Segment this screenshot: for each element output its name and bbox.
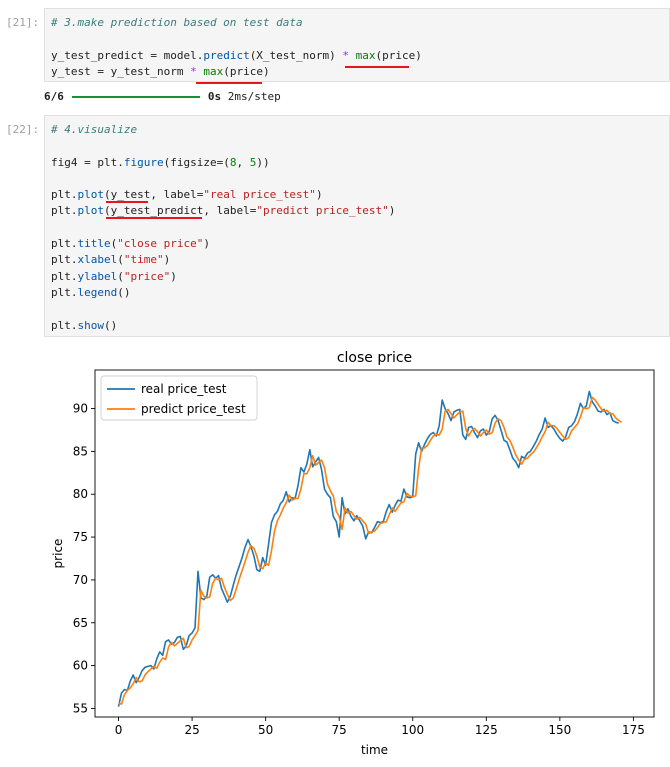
series-line-real — [117, 390, 619, 707]
chart-title: close price — [337, 350, 412, 366]
red-underline — [196, 82, 262, 84]
line-chart: 0 25 50 75 100 125 150 175 55 60 65 70 75 80 85 90 close… — [51, 350, 655, 757]
code-token: () — [104, 318, 118, 332]
code-token: ylabel — [77, 269, 118, 283]
code-token: ( — [117, 253, 124, 267]
code-token: ) — [388, 204, 396, 218]
code-token: "time" — [123, 253, 164, 267]
code-token — [349, 49, 356, 62]
code-token: (price) — [375, 48, 422, 62]
code-token: plt. — [51, 253, 78, 267]
code-token: plt. — [51, 318, 78, 332]
code-token: fig4 = plt. — [51, 155, 124, 169]
code-token: max — [203, 64, 224, 78]
code-comment: # 4.visualize — [51, 123, 138, 136]
x-tick-label: 50 — [258, 723, 273, 737]
code-text: # 4.visualize fig4 = plt.figure(figsize=… — [51, 122, 663, 334]
y-axis-label: price — [51, 539, 65, 569]
progress-bar — [71, 96, 200, 98]
legend-box — [100, 375, 258, 421]
progress-output: 6/6 0s 2ms/step — [44, 90, 281, 103]
y-tick-label: 90 — [73, 402, 88, 416]
x-tick-label: 175 — [622, 723, 645, 737]
code-text: # 3.make prediction based on test data y… — [51, 15, 663, 80]
x-tick-label: 100 — [401, 723, 424, 737]
code-token: plot — [77, 204, 105, 218]
y-tick-label: 75 — [73, 530, 88, 544]
code-token: ) — [203, 237, 210, 251]
code-token: )) — [256, 155, 270, 169]
code-token: "real price_test" — [203, 188, 316, 202]
code-token: max — [355, 48, 376, 62]
x-tick-label: 125 — [475, 723, 498, 737]
x-tick-label: 25 — [184, 723, 199, 737]
x-tick-label: 75 — [332, 723, 347, 737]
code-token: (figsize=( — [163, 155, 230, 169]
code-token: (y_test_predict, label= — [104, 204, 257, 218]
code-token: ) — [163, 253, 171, 267]
code-cell-21[interactable]: [21]: # 3.make prediction based on test … — [0, 8, 670, 113]
code-token: 5 — [249, 155, 257, 169]
code-token: * — [190, 64, 197, 78]
code-token: predict — [203, 48, 250, 62]
code-input-21[interactable]: # 3.make prediction based on test data y… — [44, 8, 670, 82]
code-token: , — [236, 155, 250, 169]
y-tick-label: 80 — [73, 487, 88, 501]
code-token: ( — [117, 269, 124, 283]
code-token: show — [77, 318, 105, 332]
code-token: 8 — [229, 155, 237, 169]
x-tick-label: 0 — [115, 723, 123, 737]
code-token: ) — [170, 269, 177, 283]
step-rate: 2ms/step — [227, 90, 281, 103]
x-tick-label: 150 — [548, 723, 571, 737]
y-tick-label: 65 — [73, 616, 88, 630]
code-token: () — [117, 285, 131, 299]
code-token: plt. — [51, 269, 78, 283]
legend-label: real price_test — [141, 382, 227, 396]
y-tick-label: 70 — [73, 573, 88, 587]
chart-root: 0 25 50 75 100 125 150 175 55 60 65 70 75 80 85 90 close… — [51, 350, 655, 757]
code-token: figure — [123, 155, 164, 169]
elapsed-time: 0s — [207, 90, 222, 103]
code-token: (price) — [223, 64, 270, 78]
cell-prompt: [21]: — [6, 16, 40, 29]
x-axis-label: time — [361, 743, 388, 757]
code-token: (y_test, label= — [104, 188, 204, 202]
red-underline — [345, 66, 409, 68]
code-token: ( — [110, 237, 118, 251]
code-token: "price" — [123, 269, 171, 283]
code-token: (X_test_norm) — [249, 48, 343, 62]
code-token: plt. — [51, 285, 78, 299]
red-underline — [106, 201, 148, 203]
y-tick-label: 85 — [73, 444, 88, 458]
code-token: "close price" — [117, 237, 204, 251]
code-input-22[interactable]: # 4.visualize fig4 = plt.figure(figsize=… — [44, 115, 670, 337]
code-token: plt. — [51, 204, 78, 218]
cell-prompt: [22]: — [6, 123, 40, 136]
code-token: plt. — [51, 237, 78, 251]
code-token: plot — [77, 188, 105, 202]
code-comment: # 3.make prediction based on test data — [51, 16, 303, 29]
code-token: legend — [77, 285, 118, 299]
code-token: "predict price_test" — [256, 204, 389, 218]
plot-frame — [94, 369, 655, 718]
code-token: * — [342, 48, 350, 62]
y-tick-label: 55 — [73, 701, 88, 715]
code-token: xlabel — [77, 253, 118, 267]
code-cell-22[interactable]: [22]: # 4.visualize fig4 = plt.figure(fi… — [0, 115, 670, 338]
code-token: y_test = y_test_norm — [51, 64, 191, 78]
code-token: ) — [315, 188, 323, 202]
code-token: y_test_predict = model. — [51, 48, 204, 62]
progress-label: 6/6 — [44, 90, 64, 103]
y-tick-label: 60 — [73, 659, 88, 673]
red-underline — [106, 217, 202, 219]
series-line-predict — [118, 396, 623, 705]
code-token: plt. — [51, 188, 78, 202]
code-token: title — [77, 237, 111, 251]
legend-label: predict price_test — [141, 402, 246, 416]
